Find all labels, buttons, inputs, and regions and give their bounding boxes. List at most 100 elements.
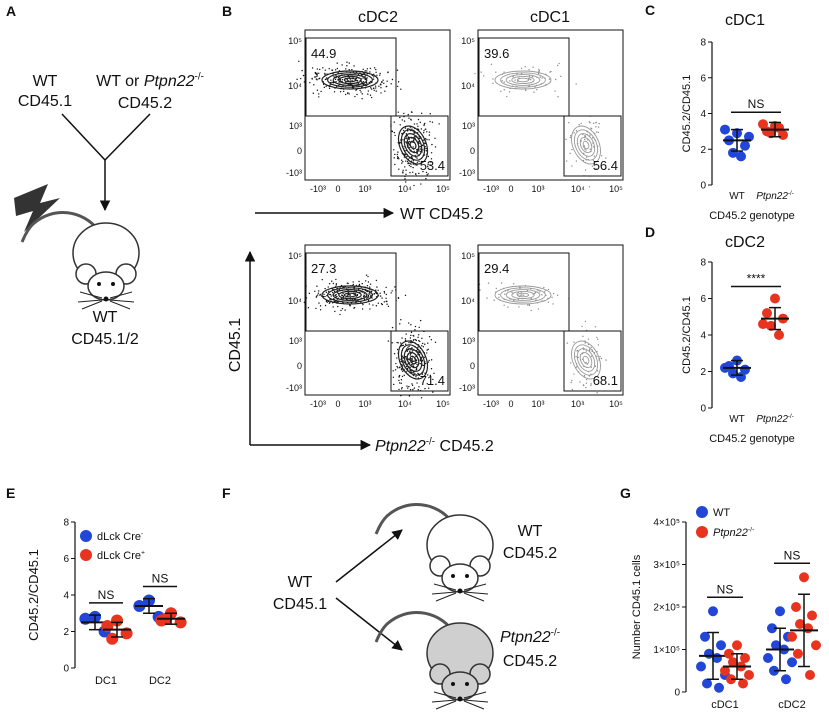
event-dot	[341, 79, 344, 81]
event-dot	[396, 69, 399, 71]
event-dot	[394, 134, 396, 137]
data-point	[766, 320, 776, 331]
event-dot	[425, 171, 428, 174]
event-dot	[412, 146, 414, 148]
event-dot	[379, 72, 381, 75]
event-dot	[582, 133, 584, 136]
event-dot	[410, 111, 413, 113]
contour	[327, 72, 374, 88]
y-tick-label: 10⁵	[461, 36, 475, 46]
event-dot	[580, 122, 582, 125]
event-dot	[397, 342, 399, 344]
event-dot	[314, 290, 316, 292]
label: WT	[33, 73, 58, 90]
event-dot	[423, 356, 426, 358]
event-dot	[417, 389, 419, 391]
event-dot	[361, 97, 363, 100]
legend-marker	[80, 530, 92, 542]
data-point	[708, 606, 718, 617]
contour	[500, 287, 546, 303]
event-dot	[368, 303, 371, 305]
data-point	[763, 653, 773, 663]
event-dot	[315, 307, 317, 310]
event-dot	[430, 359, 433, 361]
event-dot	[412, 334, 415, 337]
event-dot	[419, 340, 421, 343]
event-dot	[597, 126, 600, 128]
category-label: cDC1	[711, 699, 739, 711]
event-dot	[413, 123, 416, 125]
contour	[409, 140, 417, 150]
event-dot	[520, 294, 522, 296]
branch-line	[61, 113, 106, 161]
event-dot	[577, 356, 579, 359]
event-dot	[316, 295, 318, 297]
event-dot	[330, 295, 332, 297]
data-point	[807, 610, 817, 621]
event-dot	[422, 132, 425, 134]
event-dot	[434, 137, 436, 139]
event-dot	[379, 74, 381, 76]
event-dot	[370, 87, 372, 89]
event-dot	[349, 304, 351, 307]
event-dot	[344, 93, 347, 96]
event-dot	[331, 291, 334, 294]
event-dot	[588, 348, 591, 351]
contour	[338, 290, 362, 300]
event-dot	[528, 75, 531, 77]
event-dot	[419, 145, 422, 148]
event-dot	[318, 302, 320, 304]
event-dot	[427, 173, 429, 175]
y-tick-label: 6	[700, 73, 706, 84]
event-dot	[410, 371, 412, 373]
event-dot	[428, 131, 431, 133]
event-dot	[335, 283, 338, 285]
event-dot	[365, 274, 368, 276]
event-dot	[351, 79, 353, 82]
event-dot	[424, 128, 426, 130]
superscript: -/-	[788, 190, 794, 197]
event-dot	[422, 346, 425, 348]
event-dot	[538, 70, 540, 73]
event-dot	[311, 67, 314, 69]
event-dot	[410, 331, 413, 334]
y-tick-label: 2	[700, 367, 706, 378]
label: Ptpn22-/-	[500, 628, 560, 646]
text-part: Ptpn22	[375, 438, 426, 455]
event-dot	[410, 341, 413, 344]
event-dot	[331, 280, 333, 282]
event-dot	[391, 342, 393, 344]
panel-letter: E	[6, 485, 15, 501]
event-dot	[316, 79, 318, 81]
y-tick-label: 1×10⁵	[653, 645, 680, 656]
significance-label: NS	[784, 548, 801, 562]
event-dot	[335, 80, 337, 83]
event-dot	[367, 281, 370, 283]
event-dot	[500, 282, 503, 284]
contour	[403, 133, 423, 157]
flow-plot	[303, 244, 451, 399]
label: WT	[93, 309, 118, 326]
event-dot	[416, 157, 418, 159]
event-dot	[520, 73, 523, 75]
event-dot	[493, 299, 495, 301]
event-dot	[487, 282, 490, 284]
event-dot	[394, 369, 397, 371]
label: cDC1	[530, 9, 570, 26]
event-dot	[411, 383, 413, 385]
gate	[305, 37, 397, 117]
event-dot	[342, 292, 344, 295]
event-dot	[324, 73, 326, 76]
data-point	[811, 640, 821, 651]
event-dot	[560, 75, 562, 78]
event-dot	[409, 162, 411, 165]
event-dot	[370, 96, 373, 99]
event-dot	[402, 370, 404, 373]
event-dot	[296, 78, 298, 81]
event-dot	[401, 337, 403, 339]
label: CD45.2	[118, 95, 172, 112]
event-dot	[427, 374, 429, 376]
label: CD45.1	[273, 596, 327, 613]
event-dot	[318, 93, 320, 95]
contour	[579, 351, 593, 369]
